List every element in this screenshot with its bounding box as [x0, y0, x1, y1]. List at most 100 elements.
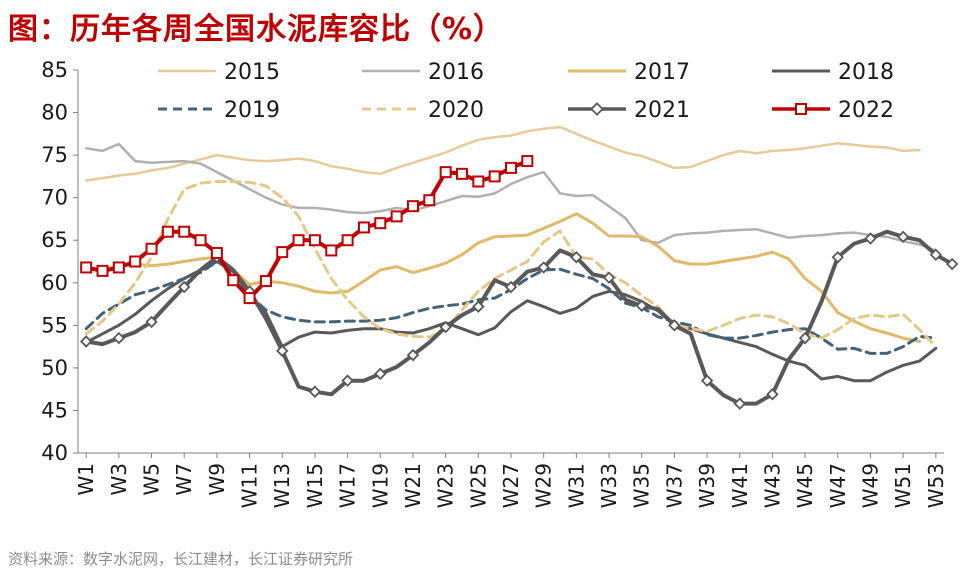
y-tick-label: 40 [41, 441, 68, 465]
data-point-2022 [259, 275, 272, 288]
series-line-2016 [84, 142, 938, 252]
data-point-2021 [472, 300, 485, 313]
x-tick-label: W13 [270, 463, 294, 508]
data-point-2021 [439, 320, 452, 334]
x-tick-label: W21 [401, 463, 425, 508]
legend-label: 2022 [838, 98, 894, 123]
data-point-2021 [276, 344, 289, 358]
data-point-2021 [112, 331, 126, 345]
data-point-2021 [570, 251, 583, 264]
x-tick-label: W47 [826, 463, 850, 508]
y-tick-label: 50 [41, 356, 68, 380]
data-point-2021 [308, 385, 322, 398]
data-point-2021 [668, 319, 681, 332]
data-point-2021 [945, 257, 959, 271]
data-point-2021 [79, 335, 93, 348]
x-tick-label: W41 [728, 463, 752, 508]
x-tick-label: W43 [760, 463, 784, 508]
x-tick-label: W19 [368, 463, 392, 508]
legend-label: 2015 [224, 60, 280, 85]
data-point-2022 [112, 261, 125, 274]
data-point-2022 [357, 221, 370, 234]
x-tick-label: W3 [107, 463, 131, 496]
legend-item-2017: 2017 [568, 60, 690, 85]
legend-marker [795, 103, 807, 115]
data-point-2022 [129, 255, 142, 268]
x-tick-label: W35 [630, 463, 654, 508]
x-tick-label: W7 [172, 463, 196, 496]
legend-marker [590, 102, 604, 116]
legend-label: 2021 [634, 98, 690, 123]
x-tick-label: W29 [532, 463, 556, 508]
data-point-2021 [145, 315, 158, 329]
x-tick-label: W15 [303, 463, 327, 508]
data-point-2022 [178, 225, 191, 238]
data-point-2021 [406, 348, 420, 362]
legend-label: 2016 [428, 60, 484, 85]
y-tick-label: 70 [41, 186, 68, 210]
chart-title: 图：历年各周全国水泥库容比（%） [8, 12, 505, 47]
data-point-2022 [341, 234, 354, 247]
x-tick-label: W11 [238, 463, 262, 508]
data-point-2022 [292, 234, 305, 247]
legend-item-2020: 2020 [362, 98, 484, 123]
data-point-2021 [766, 388, 779, 401]
data-point-2022 [308, 234, 321, 247]
x-tick-label: W49 [858, 463, 882, 508]
legend-label: 2020 [428, 98, 484, 123]
data-point-2022 [243, 292, 256, 305]
data-point-2021 [504, 280, 518, 294]
x-tick-label: W51 [891, 463, 915, 508]
data-point-2021 [831, 251, 845, 264]
legend-item-2018: 2018 [772, 60, 894, 85]
data-point-2022 [96, 264, 109, 277]
x-tick-label: W25 [466, 463, 490, 508]
data-point-2022 [276, 246, 289, 259]
data-point-2021 [177, 280, 191, 294]
data-point-2022 [439, 166, 452, 179]
data-point-2021 [733, 397, 746, 410]
source-note: 资料来源：数字水泥网，长江建材，长江证券研究所 [8, 550, 354, 568]
x-tick-label: W9 [205, 463, 229, 496]
data-point-2022 [488, 170, 501, 183]
series-line-2020 [84, 180, 938, 349]
data-point-2022 [80, 261, 93, 274]
x-tick-label: W27 [499, 463, 523, 508]
x-tick-label: W23 [434, 463, 458, 508]
data-point-2022 [227, 274, 240, 287]
data-point-2022 [406, 200, 419, 213]
data-point-2022 [472, 175, 485, 188]
data-point-2022 [210, 246, 223, 259]
y-tick-label: 60 [41, 271, 68, 295]
data-point-2021 [635, 299, 648, 312]
data-point-2022 [423, 194, 436, 207]
legend-item-2019: 2019 [158, 98, 280, 123]
data-point-2022 [194, 234, 207, 247]
data-point-2022 [390, 210, 403, 223]
data-point-2021 [798, 331, 812, 345]
legend-item-2015: 2015 [158, 60, 280, 85]
data-point-2022 [455, 167, 468, 180]
x-tick-label: W31 [564, 463, 588, 508]
series-line-2022 [84, 159, 530, 301]
data-point-2022 [161, 225, 174, 238]
y-tick-label: 55 [41, 313, 68, 337]
data-point-2021 [864, 232, 877, 245]
y-tick-label: 75 [41, 143, 68, 167]
data-point-2021 [537, 261, 550, 274]
series-line-2017 [84, 212, 921, 343]
x-tick-label: W1 [74, 463, 98, 496]
data-point-2021 [929, 248, 943, 261]
data-point-2022 [505, 161, 517, 174]
x-tick-label: W37 [662, 463, 686, 508]
data-point-2021 [374, 367, 387, 381]
legend-label: 2018 [838, 60, 894, 85]
x-tick-label: W5 [140, 463, 164, 496]
y-tick-label: 85 [41, 58, 68, 82]
series-line-2021 [84, 229, 955, 406]
data-point-2022 [374, 217, 387, 230]
legend-item-2021: 2021 [568, 98, 690, 123]
legend-label: 2019 [224, 98, 280, 123]
legend-item-2022: 2022 [772, 98, 894, 123]
